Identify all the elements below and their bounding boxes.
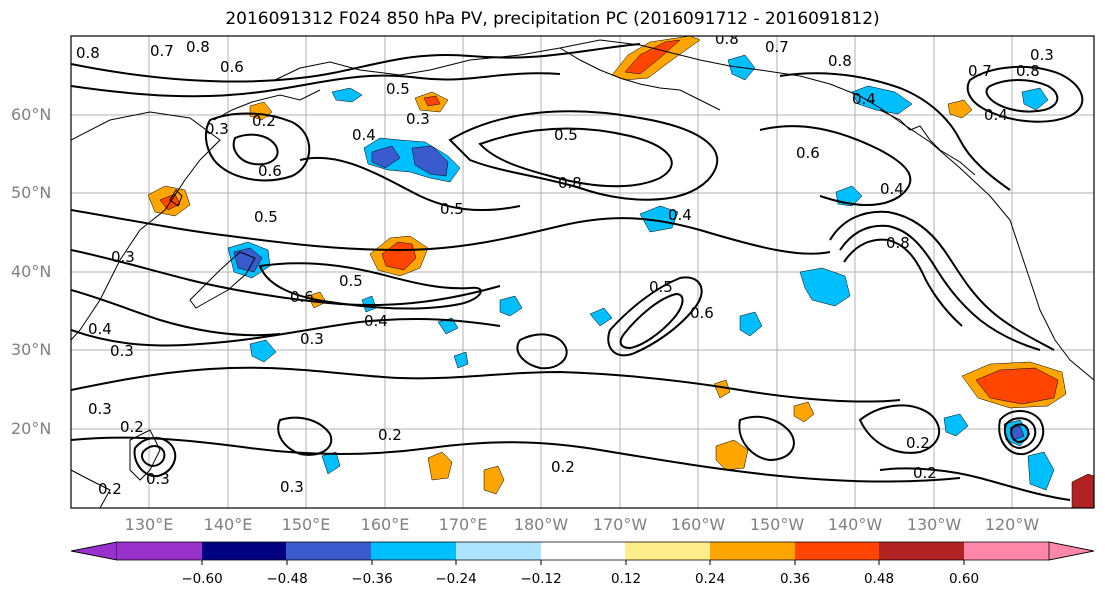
contour-label: 0.6 [220,58,244,76]
contour-label: 0.6 [258,162,282,180]
contour-label: 0.3 [111,248,135,266]
map-title: 2016091312 F024 850 hPa PV, precipitatio… [225,9,880,29]
contour-label: 0.2 [551,458,575,476]
contour-label: 0.4 [852,90,876,108]
colorbar-tick-label: 0.24 [694,571,726,587]
colorbar-bin [964,542,1049,560]
pv-contours [71,43,1084,501]
contour-label: 0.3 [146,470,170,488]
lat-label: 60°N [11,105,52,124]
lon-label: 150°W [749,515,805,534]
contour-label: 0.6 [290,288,314,306]
colorbar-bin [202,542,287,560]
contour-label: 0.3 [406,110,430,128]
contour-label: 0.4 [364,312,388,330]
lon-label: 140°W [827,515,883,534]
lon-label: 120°W [984,515,1040,534]
colorbar-bin [456,542,542,560]
colorbar-tick-label: −0.60 [181,571,223,587]
contour-label: 0.7 [765,38,789,56]
contour-label: 0.8 [715,30,739,48]
contour-label: 0.4 [668,206,692,224]
contour-label: 0.3 [110,342,134,360]
colorbar-tick-label: −0.12 [520,571,562,587]
contour-label: 0.7 [968,62,992,80]
lon-label: 170°E [438,515,488,534]
colorbar-tick-label: 0.36 [779,571,811,587]
contour-label: 0.8 [828,52,852,70]
contour-label: 0.3 [205,120,229,138]
contour-label: 0.6 [690,304,714,322]
lat-label: 50°N [11,183,52,202]
contour-label: 0.2 [120,418,144,436]
colorbar-tick-label: 0.48 [863,571,895,587]
contour-label: 0.4 [352,126,376,144]
colorbar-extend-max [1048,541,1095,561]
contour-label: 0.5 [339,272,363,290]
lat-label: 20°N [11,419,52,438]
colorbar-bin [710,542,796,560]
contour-label: 0.7 [150,42,174,60]
contour-label: 0.8 [186,38,210,56]
contour-label: 0.5 [254,208,278,226]
precip-anomaly-patches [147,36,1094,508]
lon-label: 140°E [203,515,253,534]
map-frame [70,35,1095,509]
contour-label-group: 0.8 0.7 0.6 0.8 0.3 0.2 0.5 0.3 0.6 0.4 … [76,30,1054,498]
contour-label: 0.3 [300,330,324,348]
contour-label: 0.4 [880,180,904,198]
lon-label: 150°E [281,515,331,534]
lon-label: 130°E [124,515,174,534]
colorbar-tick-label: −0.48 [266,571,308,587]
lat-label: 40°N [11,262,52,281]
colorbar [70,541,1095,565]
contour-label: 0.5 [386,80,410,98]
contour-label: 0.8 [886,234,910,252]
colorbar-bin [286,542,372,560]
contour-label: 0.5 [554,126,578,144]
contour-label: 0.2 [913,464,937,482]
contour-label: 0.3 [1030,46,1054,64]
lon-label: 160°W [670,515,726,534]
contour-label: 0.5 [649,278,673,296]
contour-label: 0.3 [88,400,112,418]
colorbar-tick-label: −0.36 [351,571,393,587]
contour-label: 0.8 [1016,62,1040,80]
contour-label: 0.5 [440,200,464,218]
coastlines [71,39,1094,508]
lon-label: 180°W [513,515,569,534]
lon-label: 160°E [360,515,410,534]
colorbar-tick-label: 0.12 [610,571,642,587]
contour-label: 0.8 [558,174,582,192]
contour-label: 0.2 [906,434,930,452]
contour-label: 0.4 [984,106,1008,124]
contour-label: 0.3 [280,478,304,496]
colorbar-extend-min [70,541,118,561]
colorbar-bin [117,542,203,560]
colorbar-outline [70,541,1095,561]
colorbar-bin [625,542,711,560]
contour-label: 0.2 [98,480,122,498]
contour-label: 0.8 [76,44,100,62]
contour-label: 0.2 [252,112,276,130]
colorbar-bin [879,542,965,560]
lon-label: 130°W [906,515,962,534]
lon-label: 170°W [592,515,648,534]
colorbar-tick-label: −0.24 [435,571,477,587]
lat-label: 30°N [11,340,52,359]
colorbar-bin [371,542,457,560]
contour-label: 0.2 [378,426,402,444]
colorbar-bin [795,542,880,560]
colorbar-tick-label: 0.60 [948,571,980,587]
colorbar-bin [541,542,626,560]
contour-label: 0.4 [88,320,112,338]
contour-label: 0.6 [796,144,820,162]
